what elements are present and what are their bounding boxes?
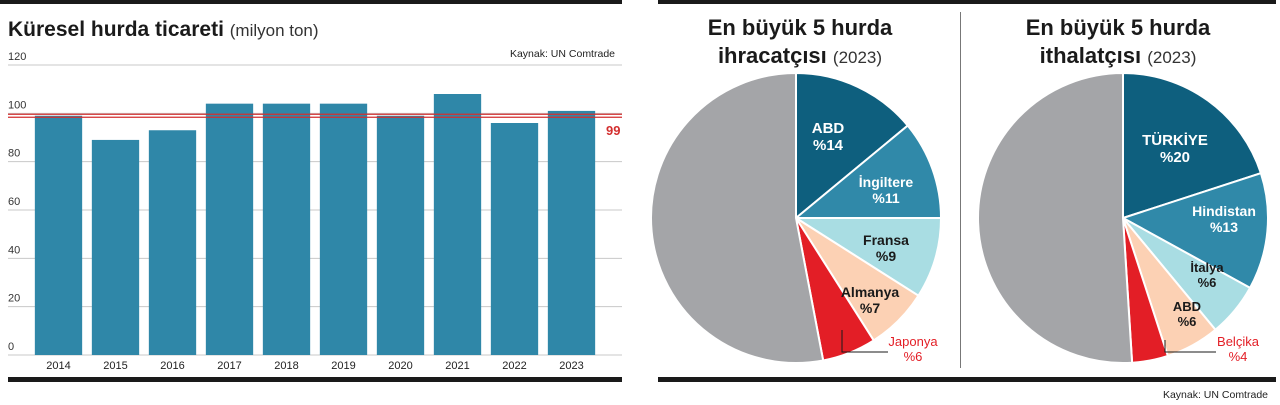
y-tick-label: 40 (8, 244, 20, 256)
import-title-year: (2023) (1147, 48, 1197, 67)
bar-2023 (547, 110, 596, 356)
import-slice-label-percent: %13 (1210, 219, 1238, 235)
bar-2019 (319, 103, 368, 356)
import-slice-türki̇ye (1122, 71, 1263, 220)
export-slice-fransa (792, 217, 943, 298)
bar-chart-svg: 0 20 40 60 80 100 120 2014 2015 2016 2017 2018 2019 2… (8, 51, 622, 372)
y-tick-label: 120 (8, 51, 26, 63)
import-title-line1: En büyük 5 hurda (1025, 15, 1211, 40)
x-tick-label: 2015 (103, 360, 127, 372)
export-title-year: (2023) (832, 48, 883, 67)
y-tick-label: 80 (8, 148, 20, 160)
bar-2014 (34, 115, 83, 355)
export-slice-other (650, 71, 825, 364)
import-slice-label-country: Belçika (1217, 334, 1260, 349)
export-title-line2: ihracatçısı (717, 43, 827, 68)
x-tick-label: 2020 (388, 360, 412, 372)
x-tick-label: 2023 (559, 360, 583, 372)
y-tick-label: 60 (8, 196, 20, 208)
import-slice-label-percent: %4 (1229, 349, 1248, 364)
bar-2018 (262, 103, 311, 356)
export-pie: ABD%14 İngiltere%11 Fransa%9 Almanya%7 Japon… (650, 71, 943, 364)
bar-chart-unit: (milyon ton) (229, 21, 319, 40)
top-rule-right (658, 0, 1276, 4)
import-leader-line (1164, 340, 1216, 353)
pie-charts-panel: En büyük 5 hurda ihracatçısı (2023) En b… (650, 0, 1280, 405)
x-tick-label: 2019 (331, 360, 355, 372)
bottom-rule-right (658, 377, 1276, 382)
export-slice-label-percent: %14 (813, 137, 844, 154)
bar-2017 (205, 103, 254, 356)
bottom-rule (8, 377, 622, 382)
pie-charts-svg: ABD%14İngiltere%11Fransa%9Almanya%7Japon… (650, 71, 1269, 364)
bar-chart-source: Kaynak: UN Comtrade (509, 48, 615, 60)
import-slice-label-percent: %6 (1198, 275, 1217, 290)
reference-line-label: 99 (606, 123, 620, 138)
bar-2015 (91, 139, 140, 355)
y-tick-label: 100 (8, 99, 26, 111)
import-pie-title: En büyük 5 hurda ithalatçısı (2023) (968, 14, 1268, 72)
import-slice-label-country: Hindistan (1192, 203, 1256, 219)
x-tick-label: 2022 (502, 360, 526, 372)
footer-source: Kaynak: UN Comtrade (1162, 389, 1268, 401)
x-tick-label: 2018 (274, 360, 298, 372)
export-title-line1: En büyük 5 hurda (707, 15, 893, 40)
bar-2020 (376, 115, 425, 355)
export-slice-label-country: Fransa (863, 232, 909, 248)
export-slice-label-percent: %7 (860, 300, 880, 316)
export-slice-label-percent: %9 (876, 248, 896, 264)
top-rule (0, 0, 622, 4)
x-tick-label: 2021 (445, 360, 469, 372)
y-tick-label: 20 (8, 293, 20, 305)
import-slice-label-country: İtalya (1190, 260, 1224, 275)
export-leader-line (841, 330, 888, 353)
panel-divider (960, 12, 961, 368)
import-slice-other (977, 71, 1134, 364)
export-slice-label-country: İngiltere (859, 174, 914, 190)
bar-2021 (433, 94, 482, 355)
export-slice-i̇ngiltere (793, 124, 943, 219)
import-slice-label-country: TÜRKİYE (1142, 132, 1208, 149)
x-tick-label: 2016 (160, 360, 184, 372)
export-slice-label-country: Almanya (841, 284, 900, 300)
import-slice-hindistan (1120, 171, 1269, 290)
import-pie: TÜRKİYE%20Hindistan%13İtalya%6ABD%6Belçi… (977, 71, 1269, 364)
import-slice-label-percent: %20 (1160, 149, 1190, 166)
bar-chart-title-text: Küresel hurda ticareti (8, 18, 224, 41)
bar-2016 (148, 130, 197, 355)
export-slice-label-country: Japonya (888, 334, 938, 349)
export-slice-label-percent: %11 (872, 190, 899, 206)
bar-2022 (490, 123, 539, 355)
bar-chart-title: Küresel hurda ticareti (milyon ton) (8, 18, 319, 42)
y-tick-label: 0 (8, 341, 14, 353)
import-slice-label-country: ABD (1173, 299, 1201, 314)
export-slice-abd (795, 71, 910, 221)
export-slice-label-country: ABD (812, 120, 845, 137)
export-pie-title: En büyük 5 hurda ihracatçısı (2023) (650, 14, 950, 72)
bar-chart-panel: Küresel hurda ticareti (milyon ton) Kayn… (0, 0, 625, 405)
import-title-line2: ithalatçısı (1039, 43, 1142, 68)
x-tick-label: 2014 (46, 360, 70, 372)
x-tick-label: 2017 (217, 360, 241, 372)
export-slice-label-percent: %6 (904, 349, 923, 364)
import-slice-label-percent: %6 (1178, 314, 1197, 329)
